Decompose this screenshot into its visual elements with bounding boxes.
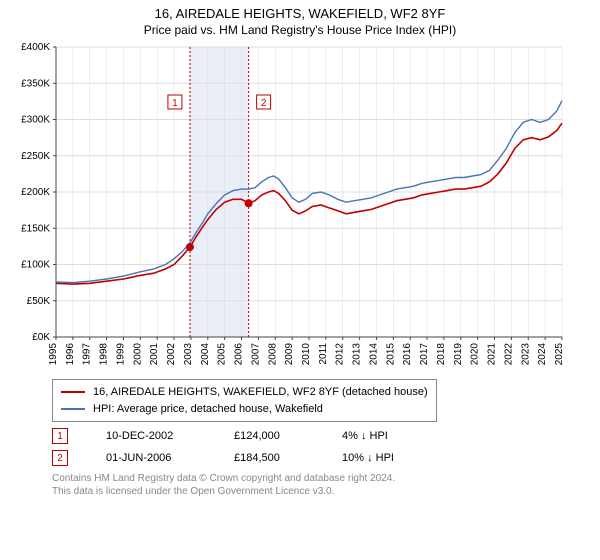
legend-label: 16, AIREDALE HEIGHTS, WAKEFIELD, WF2 8YF… [93, 384, 428, 401]
svg-text:£200K: £200K [21, 187, 50, 198]
svg-text:£50K: £50K [27, 296, 51, 307]
svg-text:2002: 2002 [166, 343, 177, 366]
svg-text:2019: 2019 [453, 343, 464, 366]
line-chart: £0K £50K £100K £150K £200K £250K £300K £350K £40… [10, 43, 570, 373]
attribution-line-1: Contains HM Land Registry data © Crown c… [52, 472, 586, 485]
svg-text:2022: 2022 [503, 343, 514, 366]
svg-text:2004: 2004 [200, 343, 211, 366]
svg-text:2009: 2009 [284, 343, 295, 366]
svg-text:£0K: £0K [32, 332, 50, 343]
svg-text:1997: 1997 [82, 343, 93, 366]
svg-text:2: 2 [261, 98, 267, 109]
svg-text:2025: 2025 [554, 343, 565, 366]
sale-diff: 10% ↓ HPI [342, 452, 422, 464]
svg-text:2018: 2018 [436, 343, 447, 366]
svg-text:2012: 2012 [335, 343, 346, 366]
chart-container: 16, AIREDALE HEIGHTS, WAKEFIELD, WF2 8YF… [0, 0, 600, 560]
sale-price: £184,500 [234, 452, 304, 464]
legend-label: HPI: Average price, detached house, Wake… [93, 401, 323, 418]
svg-text:2005: 2005 [217, 343, 228, 366]
svg-text:2003: 2003 [183, 343, 194, 366]
svg-text:1996: 1996 [65, 343, 76, 366]
sale-marker-2: 2 [52, 450, 68, 466]
svg-text:£400K: £400K [21, 43, 50, 53]
sale-marker-1: 1 [52, 428, 68, 444]
svg-text:£150K: £150K [21, 223, 50, 234]
chart-subtitle: Price paid vs. HM Land Registry's House … [10, 23, 590, 37]
svg-text:2001: 2001 [149, 343, 160, 366]
svg-text:£350K: £350K [21, 78, 50, 89]
svg-text:2015: 2015 [385, 343, 396, 366]
legend-item: HPI: Average price, detached house, Wake… [61, 401, 428, 418]
svg-text:2000: 2000 [132, 343, 143, 366]
svg-text:£250K: £250K [21, 151, 50, 162]
sale-date: 01-JUN-2006 [106, 452, 196, 464]
svg-text:2007: 2007 [250, 343, 261, 366]
svg-text:2017: 2017 [419, 343, 430, 366]
svg-text:2013: 2013 [352, 343, 363, 366]
svg-text:1995: 1995 [48, 343, 59, 366]
sale-date: 10-DEC-2002 [106, 430, 196, 442]
sale-row: 2 01-JUN-2006 £184,500 10% ↓ HPI [52, 450, 586, 466]
sale-row: 1 10-DEC-2002 £124,000 4% ↓ HPI [52, 428, 586, 444]
svg-text:1999: 1999 [115, 343, 126, 366]
svg-text:2016: 2016 [402, 343, 413, 366]
sales-table: 1 10-DEC-2002 £124,000 4% ↓ HPI 2 01-JUN… [52, 428, 586, 466]
svg-text:1: 1 [172, 98, 178, 109]
attribution: Contains HM Land Registry data © Crown c… [52, 472, 586, 498]
svg-text:2008: 2008 [267, 343, 278, 366]
sale-diff: 4% ↓ HPI [342, 430, 422, 442]
sale-price: £124,000 [234, 430, 304, 442]
svg-text:2024: 2024 [537, 343, 548, 366]
svg-text:2023: 2023 [520, 343, 531, 366]
attribution-line-2: This data is licensed under the Open Gov… [52, 485, 586, 498]
svg-text:£100K: £100K [21, 260, 50, 271]
legend: 16, AIREDALE HEIGHTS, WAKEFIELD, WF2 8YF… [52, 379, 437, 422]
svg-text:2014: 2014 [368, 343, 379, 366]
svg-text:1998: 1998 [99, 343, 110, 366]
svg-text:2011: 2011 [318, 343, 329, 365]
chart-title: 16, AIREDALE HEIGHTS, WAKEFIELD, WF2 8YF [10, 6, 590, 21]
svg-text:2021: 2021 [487, 343, 498, 366]
svg-text:2006: 2006 [234, 343, 245, 366]
legend-item: 16, AIREDALE HEIGHTS, WAKEFIELD, WF2 8YF… [61, 384, 428, 401]
legend-swatch-1 [61, 391, 85, 393]
legend-swatch-2 [61, 408, 85, 410]
svg-text:2010: 2010 [301, 343, 312, 366]
svg-text:£300K: £300K [21, 115, 50, 126]
svg-text:2020: 2020 [470, 343, 481, 366]
